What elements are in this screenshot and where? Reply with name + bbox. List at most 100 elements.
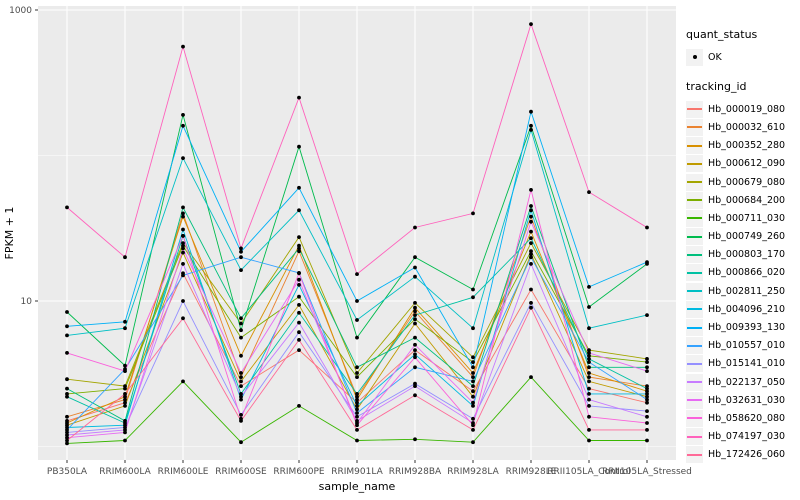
series-line-key-icon	[686, 246, 703, 264]
data-point	[65, 441, 69, 446]
data-point	[529, 229, 533, 234]
data-point	[413, 255, 417, 260]
legend-series-label: Hb_000866_020	[708, 267, 786, 279]
data-point	[123, 386, 127, 391]
series-line-key-icon	[686, 155, 703, 173]
legend-series-label: Hb_172426_060	[708, 449, 786, 461]
data-point	[181, 379, 185, 384]
legend-title-quant-status: quant_status	[686, 28, 758, 41]
data-point	[239, 379, 243, 384]
data-point	[529, 305, 533, 310]
data-point	[587, 360, 591, 364]
legend-entry-Hb_000749_260: Hb_000749_260	[686, 228, 798, 246]
data-point	[65, 351, 69, 355]
data-point	[297, 303, 301, 307]
legend-tracking-entries: Hb_000019_080 Hb_000032_610 Hb_000352_280 H…	[686, 100, 798, 464]
data-point	[123, 397, 127, 402]
data-point	[181, 123, 185, 128]
data-point	[529, 287, 533, 292]
series-line-key-icon	[686, 446, 703, 464]
data-point	[181, 205, 185, 210]
data-point	[65, 430, 69, 435]
data-point	[471, 355, 475, 360]
data-point	[297, 330, 301, 335]
data-point	[123, 363, 127, 368]
data-point	[645, 409, 649, 413]
data-point	[239, 353, 243, 358]
data-point	[471, 428, 475, 432]
legend-label-ok: OK	[708, 51, 722, 63]
data-point	[587, 379, 591, 384]
data-point	[123, 319, 127, 324]
data-point	[529, 255, 533, 260]
legend-series-label: Hb_022137_050	[708, 376, 786, 388]
legend-series-label: Hb_032631_030	[708, 394, 786, 406]
data-point	[529, 375, 533, 379]
data-point	[65, 435, 69, 440]
series-line-key-icon	[686, 373, 703, 391]
series-line-key-icon	[686, 300, 703, 318]
data-point	[65, 394, 69, 399]
data-point	[355, 438, 359, 443]
legend-series-label: Hb_000749_260	[708, 231, 786, 243]
x-tick-label: RRIM928BA	[389, 467, 442, 477]
data-point	[355, 411, 359, 415]
legend-series-label: Hb_000679_080	[708, 176, 786, 188]
legend-entry-Hb_015141_010: Hb_015141_010	[686, 355, 798, 373]
series-line-key-icon	[686, 118, 703, 136]
data-point	[471, 423, 475, 428]
data-point	[471, 379, 475, 384]
data-point	[471, 360, 475, 364]
data-point	[239, 384, 243, 388]
data-point	[529, 208, 533, 213]
series-line-key-icon	[686, 228, 703, 246]
data-point	[645, 400, 649, 405]
data-point	[529, 214, 533, 219]
data-point	[471, 404, 475, 408]
series-line-key-icon	[686, 264, 703, 282]
series-line-key-icon	[686, 391, 703, 409]
x-tick-label: RRIM928LE	[506, 467, 557, 477]
data-point	[123, 400, 127, 405]
data-point	[181, 262, 185, 266]
legend-entry-Hb_058620_080: Hb_058620_080	[686, 409, 798, 427]
data-point	[239, 255, 243, 260]
data-point	[587, 375, 591, 379]
data-point	[355, 414, 359, 419]
data-point	[645, 389, 649, 394]
data-point	[181, 156, 185, 161]
data-point	[529, 204, 533, 208]
legend-series-label: Hb_010557_010	[708, 340, 786, 352]
data-point	[355, 318, 359, 322]
data-point	[471, 394, 475, 399]
data-point	[529, 236, 533, 241]
legend-series-label: Hb_000711_030	[708, 212, 786, 224]
data-point	[413, 342, 417, 347]
data-point	[297, 320, 301, 325]
data-point	[355, 397, 359, 402]
legend-series-label: Hb_074197_030	[708, 431, 786, 443]
data-point	[529, 109, 533, 114]
x-tick-label: RRIM600PE	[273, 467, 325, 477]
data-point	[65, 386, 69, 391]
data-point	[181, 227, 185, 232]
data-point	[355, 272, 359, 276]
data-point	[413, 437, 417, 442]
legend-entry-Hb_000612_090: Hb_000612_090	[686, 155, 798, 173]
data-point	[471, 389, 475, 394]
data-point	[65, 414, 69, 419]
data-point	[587, 348, 591, 352]
data-point	[645, 260, 649, 264]
y-tick-label: 10	[21, 297, 33, 307]
y-tick-label: 1000	[9, 6, 32, 16]
data-point	[529, 252, 533, 256]
data-point	[239, 419, 243, 423]
data-point	[587, 371, 591, 375]
data-point	[297, 235, 301, 240]
data-point	[645, 225, 649, 230]
data-point	[587, 305, 591, 309]
data-point	[181, 234, 185, 238]
data-point	[65, 310, 69, 314]
legend-series-label: Hb_009393_130	[708, 322, 786, 334]
